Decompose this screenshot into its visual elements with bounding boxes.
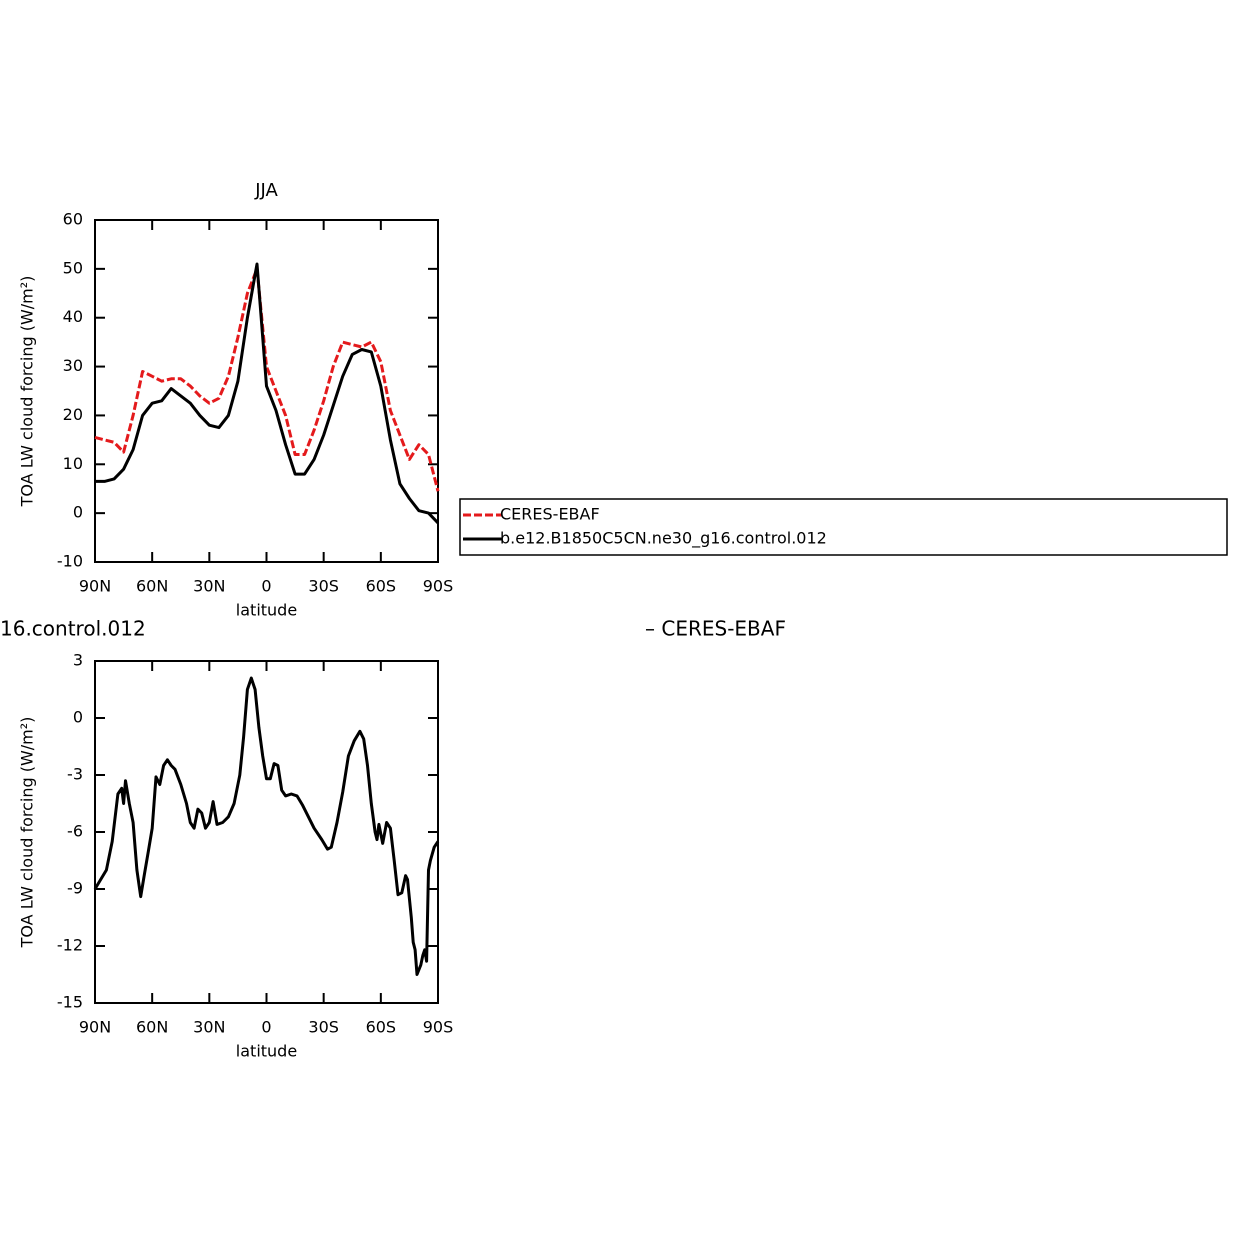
- x-tick-label: 60N: [136, 1018, 168, 1037]
- x-tick-label: 60N: [136, 577, 168, 596]
- x-axis-label: latitude: [236, 1042, 297, 1061]
- chart-title: – CERES-EBAF: [645, 617, 786, 641]
- y-tick-label: 50: [63, 258, 83, 277]
- y-axis-label: TOA LW cloud forcing (W/m²): [18, 717, 37, 949]
- y-tick-label: 20: [63, 405, 83, 424]
- x-axis-label: latitude: [236, 601, 297, 620]
- x-tick-label: 90N: [79, 577, 111, 596]
- plot-frame: [94, 219, 439, 563]
- data-line: [94, 267, 440, 492]
- y-tick-label: 0: [73, 503, 83, 522]
- y-tick-label: 30: [63, 356, 83, 375]
- y-tick-label: 3: [73, 651, 83, 670]
- data-line: [93, 676, 440, 976]
- chart-title: JJA: [254, 180, 278, 201]
- y-tick-label: -3: [67, 765, 83, 784]
- data-line: [95, 262, 440, 524]
- y-tick-label: -15: [57, 993, 83, 1012]
- legend-box: [459, 498, 1228, 556]
- x-tick-label: 60S: [366, 577, 397, 596]
- y-tick-label: -10: [57, 552, 83, 571]
- x-tick-label: 30S: [308, 577, 339, 596]
- chart-title: 16.control.012: [0, 617, 146, 641]
- x-tick-label: 30S: [308, 1018, 339, 1037]
- y-tick-label: 60: [63, 210, 83, 229]
- x-tick-label: 90S: [423, 577, 454, 596]
- y-tick-label: -9: [67, 879, 83, 898]
- legend-label: b.e12.B1850C5CN.ne30_g16.control.012: [500, 529, 827, 549]
- y-tick-label: 0: [73, 708, 83, 727]
- legend-label: CERES-EBAF: [500, 505, 600, 524]
- y-tick-label: -6: [67, 822, 83, 841]
- x-tick-label: 90N: [79, 1018, 111, 1037]
- x-tick-label: 60S: [366, 1018, 397, 1037]
- y-tick-label: 10: [63, 454, 83, 473]
- plot-frame: [94, 660, 439, 1004]
- y-axis-label: TOA LW cloud forcing (W/m²): [18, 276, 37, 508]
- y-tick-label: -12: [57, 936, 83, 955]
- x-tick-label: 0: [261, 1018, 271, 1037]
- x-tick-label: 90S: [423, 1018, 454, 1037]
- y-tick-label: 40: [63, 307, 83, 326]
- x-tick-label: 0: [261, 577, 271, 596]
- x-tick-label: 30N: [193, 577, 225, 596]
- x-tick-label: 30N: [193, 1018, 225, 1037]
